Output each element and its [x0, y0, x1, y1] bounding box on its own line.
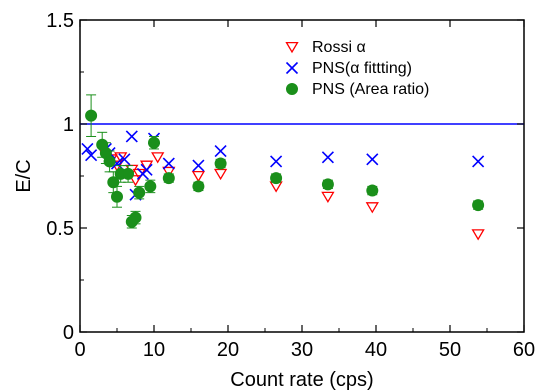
data-point	[366, 153, 379, 166]
x-tick-label: 20	[217, 339, 239, 361]
data-point	[162, 172, 175, 185]
y-tick-label: 0	[63, 322, 74, 344]
y-tick-label: 1	[63, 114, 74, 136]
data-point	[148, 136, 160, 149]
data-point	[270, 172, 283, 185]
legend: Rossi α PNS(α fittting) PNS (Area ratio)	[285, 39, 429, 98]
legend-label: PNS(α fittting)	[312, 60, 412, 77]
data-point	[151, 152, 165, 164]
data-point	[214, 157, 227, 170]
x-tick-label: 10	[143, 339, 165, 361]
data-point	[129, 211, 142, 224]
data-point	[118, 153, 131, 166]
legend-marker	[286, 83, 298, 95]
data-point	[162, 166, 176, 179]
data-point	[365, 202, 379, 214]
series-0	[99, 150, 485, 241]
series-2	[85, 94, 485, 229]
legend-label: Rossi α	[312, 39, 366, 56]
data-point	[81, 142, 94, 156]
data-point	[111, 190, 123, 203]
y-axis-label: E/C	[13, 159, 35, 192]
data-point	[192, 159, 205, 172]
data-point	[140, 163, 153, 176]
data-point	[213, 168, 228, 181]
data-point	[85, 149, 98, 162]
data-point	[122, 167, 135, 180]
data-point	[366, 184, 379, 197]
data-point	[192, 180, 205, 193]
data-point	[321, 191, 335, 204]
data-point	[103, 155, 116, 168]
legend-marker	[285, 41, 299, 54]
ticks-layer: 0 10 20 30 40 50 60 0 0.5 1 1.5	[46, 10, 535, 361]
data-point	[128, 175, 143, 187]
data-point	[133, 186, 146, 199]
legend-label: PNS (Area ratio)	[312, 81, 429, 98]
y-tick-label: 1.5	[46, 10, 74, 32]
plot-frame	[79, 19, 525, 333]
data-point	[125, 130, 138, 143]
data-point	[321, 178, 334, 191]
x-tick-label: 50	[439, 339, 461, 361]
data-point	[191, 170, 206, 183]
data-point	[85, 109, 98, 122]
data-point	[144, 180, 157, 193]
data-point	[270, 155, 283, 168]
data-point	[472, 199, 485, 212]
marks-layer	[81, 94, 485, 241]
y-tick-label: 0.5	[46, 218, 74, 240]
x-tick-label: 0	[74, 339, 85, 361]
legend-marker	[285, 61, 299, 75]
x-tick-label: 30	[291, 339, 313, 361]
data-point	[321, 151, 334, 164]
x-tick-label: 60	[513, 339, 535, 361]
x-axis-label: Count rate (cps)	[230, 369, 373, 391]
data-point	[472, 155, 485, 168]
data-point	[471, 229, 485, 241]
data-point	[162, 157, 175, 170]
data-point	[139, 160, 154, 172]
data-point	[214, 144, 227, 158]
x-tick-label: 40	[365, 339, 387, 361]
